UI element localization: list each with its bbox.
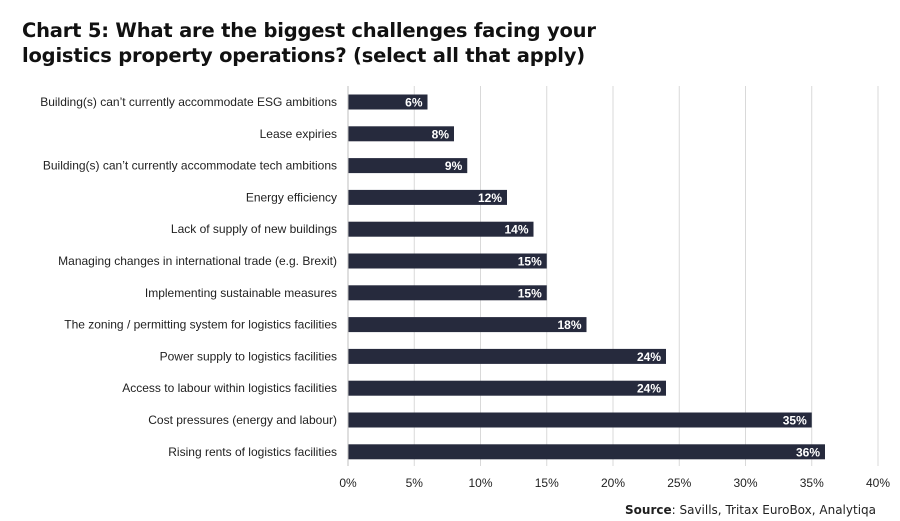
chart-title-line-2: logistics property operations? (select a… [22, 44, 585, 67]
bar-value-label: 35% [783, 414, 807, 428]
source-text: : Savills, Tritax EuroBox, Analytiqa [671, 503, 876, 517]
bar [348, 444, 825, 460]
bar-value-label: 18% [557, 318, 581, 332]
bar-value-label: 12% [478, 191, 502, 205]
bar-value-label: 24% [637, 382, 661, 396]
category-label: Rising rents of logistics facilities [168, 445, 337, 459]
category-label: Access to labour within logistics facili… [122, 381, 337, 395]
category-label: Building(s) can’t currently accommodate … [40, 95, 337, 109]
category-label: Lease expiries [260, 127, 337, 141]
bar [348, 348, 666, 364]
category-label: Cost pressures (energy and labour) [148, 413, 337, 427]
bar-value-label: 9% [445, 159, 463, 173]
x-tick-label: 40% [866, 476, 890, 490]
bar-value-label: 24% [637, 350, 661, 364]
source-note: Source: Savills, Tritax EuroBox, Analyti… [625, 503, 876, 517]
bar [348, 380, 666, 396]
category-label: Energy efficiency [246, 190, 337, 204]
bar [348, 189, 507, 205]
chart-title-line-1: Chart 5: What are the biggest challenges… [22, 19, 596, 42]
bar-value-label: 8% [432, 127, 450, 141]
bar-value-label: 6% [405, 96, 423, 110]
x-tick-label: 35% [800, 476, 824, 490]
bar-value-label: 14% [504, 223, 528, 237]
x-tick-label: 15% [535, 476, 559, 490]
bar [348, 317, 587, 333]
category-label: Managing changes in international trade … [58, 254, 337, 268]
bar-value-label: 15% [518, 286, 542, 300]
bar [348, 94, 428, 110]
chart-title: Chart 5: What are the biggest challenges… [22, 18, 622, 68]
x-tick-label: 30% [733, 476, 757, 490]
bar [348, 412, 812, 428]
x-tick-label: 5% [406, 476, 424, 490]
category-label: Lack of supply of new buildings [171, 222, 337, 236]
bar [348, 285, 547, 301]
bar [348, 253, 547, 269]
bar-value-label: 15% [518, 255, 542, 269]
x-tick-label: 25% [667, 476, 691, 490]
category-label: Implementing sustainable measures [145, 286, 337, 300]
category-label: Building(s) can’t currently accommodate … [43, 159, 337, 173]
x-tick-label: 10% [468, 476, 492, 490]
bar-value-label: 36% [796, 445, 820, 459]
source-label: Source [625, 503, 672, 517]
bar [348, 158, 468, 174]
category-label: Power supply to logistics facilities [160, 349, 337, 363]
x-tick-label: 0% [339, 476, 357, 490]
bar [348, 221, 534, 237]
x-tick-label: 20% [601, 476, 625, 490]
bar [348, 126, 454, 142]
category-label: The zoning / permitting system for logis… [64, 318, 337, 332]
